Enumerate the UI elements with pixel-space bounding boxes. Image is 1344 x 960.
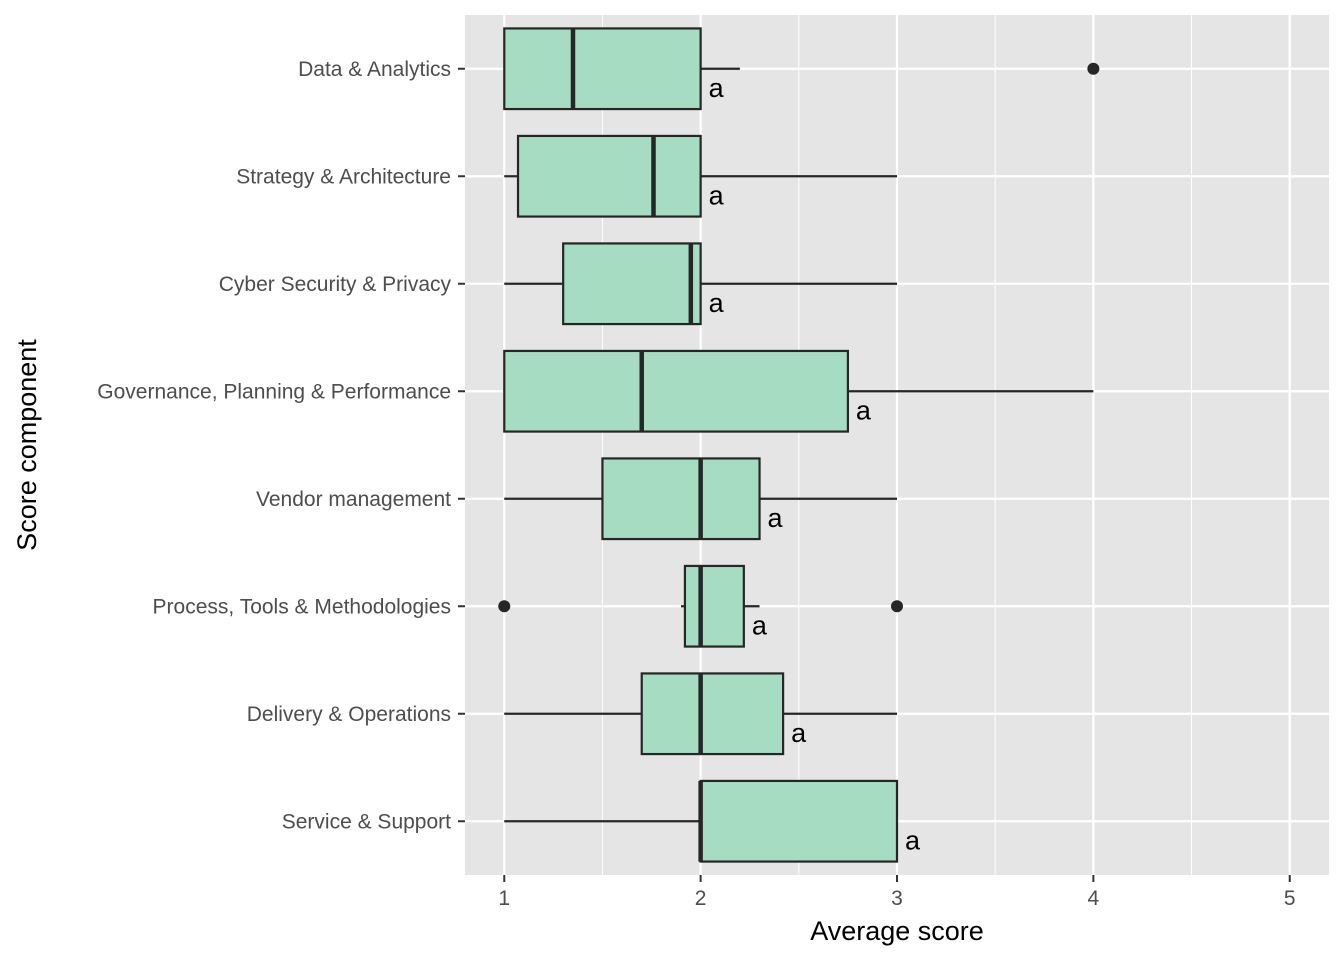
x-tick-label: 3	[891, 887, 903, 910]
box-group: a	[498, 564, 903, 648]
boxes-layer: a a a a a a a a	[498, 27, 1100, 863]
box-iqr	[562, 242, 702, 326]
box-iqr	[640, 672, 785, 756]
box-group: a	[504, 242, 897, 326]
outlier-point	[891, 600, 903, 613]
group-label: a	[709, 288, 725, 318]
group-label: a	[752, 610, 768, 640]
y-tick-label: Data & Analytics	[298, 58, 451, 81]
box-iqr	[503, 27, 702, 111]
box-group: a	[504, 672, 897, 756]
x-tick-label: 2	[695, 887, 707, 910]
group-label: a	[709, 73, 725, 103]
x-tick-label: 1	[498, 887, 510, 910]
x-axis-ticks: 1 2 3 4 5	[498, 875, 1296, 910]
box-group: a	[504, 779, 921, 863]
outlier-point	[498, 600, 511, 613]
group-label: a	[709, 180, 725, 210]
box-iqr	[699, 779, 899, 863]
y-axis-title: Score component	[12, 339, 42, 551]
y-tick-label: Process, Tools & Methodologies	[153, 595, 451, 618]
y-tick-label: Delivery & Operations	[247, 703, 451, 726]
y-tick-label: Strategy & Architecture	[236, 165, 451, 188]
box-group: a	[504, 457, 897, 541]
group-label: a	[791, 718, 807, 748]
x-tick-label: 4	[1088, 887, 1100, 910]
x-tick-label: 5	[1284, 887, 1296, 910]
y-tick-label: Governance, Planning & Performance	[97, 380, 451, 403]
box-group: a	[504, 134, 897, 218]
box-iqr	[503, 349, 850, 433]
y-tick-label: Cyber Security & Privacy	[219, 273, 452, 296]
box-group: a	[503, 27, 1100, 111]
group-label: a	[768, 503, 784, 533]
y-tick-label: Vendor management	[256, 488, 451, 511]
box-iqr	[516, 134, 702, 218]
group-label: a	[905, 825, 921, 855]
x-axis-title: Average score	[810, 916, 984, 946]
group-label: a	[856, 395, 872, 425]
box-iqr	[601, 457, 761, 541]
outlier-point	[1087, 62, 1100, 75]
y-axis-ticks: Data & Analytics Strategy & Architecture C…	[97, 58, 465, 833]
box-group: a	[503, 349, 1094, 433]
box-iqr	[683, 564, 745, 648]
y-tick-label: Service & Support	[282, 810, 451, 833]
